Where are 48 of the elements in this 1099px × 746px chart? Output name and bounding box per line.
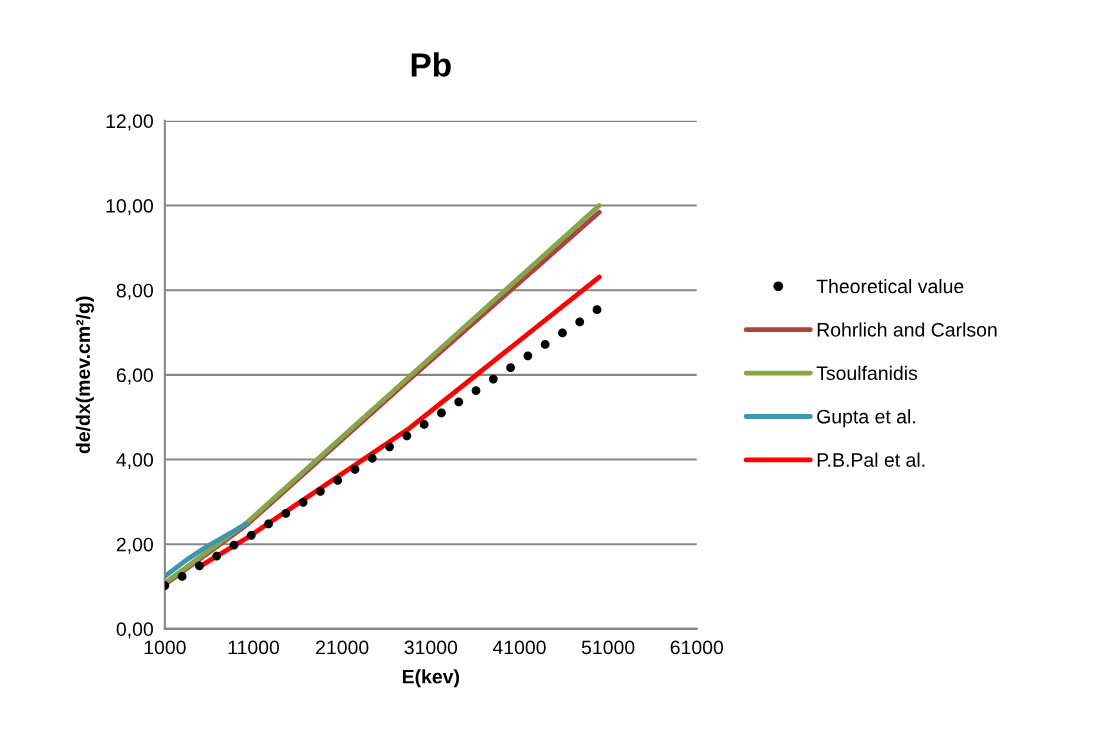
y-tick-label: 12,00	[106, 114, 153, 131]
point	[385, 442, 394, 452]
point	[437, 408, 446, 418]
point	[177, 571, 187, 581]
point	[212, 551, 222, 561]
x-tick-label: 51000	[581, 640, 635, 655]
x-axis-title: E(kev)	[402, 669, 460, 688]
point	[195, 561, 204, 571]
point	[281, 508, 291, 518]
x-tick-label: 1000	[144, 640, 186, 655]
point	[575, 317, 585, 327]
y-tick-label: 10,00	[106, 198, 153, 216]
point	[454, 397, 464, 407]
legend-label: Tsoulfanidis	[816, 365, 918, 381]
x-tick-label: 61000	[670, 640, 724, 655]
point	[540, 339, 550, 349]
legend-label: Theoretical value	[816, 278, 964, 294]
point	[316, 486, 325, 496]
y-tick-label: 8,00	[116, 283, 153, 300]
x-tick-label: 21000	[316, 640, 369, 655]
legend-label: P.B.Pal et al.	[817, 452, 925, 467]
point	[592, 305, 602, 315]
legend-label: Gupta et al.	[817, 409, 915, 428]
point	[506, 363, 515, 373]
point	[298, 497, 308, 507]
point	[558, 328, 567, 338]
point	[419, 420, 429, 429]
point	[523, 351, 533, 361]
point	[350, 464, 360, 474]
legend-label: Rohrlich and Carlson	[817, 322, 997, 337]
x-tick-label: 11000	[228, 640, 280, 655]
y-tick-label: 4,00	[116, 453, 153, 470]
y-tick-label: 6,00	[116, 368, 153, 385]
point	[402, 431, 412, 441]
point	[471, 386, 481, 395]
line-series	[164, 521, 249, 579]
point	[246, 530, 256, 540]
x-tick-label: 31000	[404, 640, 458, 655]
y-tick-label: 2,00	[116, 537, 153, 554]
point	[229, 540, 239, 550]
point	[367, 453, 377, 463]
y-axis-title: de/dx(mev.cm²/g)	[75, 296, 94, 454]
point	[333, 475, 343, 485]
chart-title: Pb	[411, 52, 451, 77]
y-tick-label: 0,00	[116, 622, 153, 639]
point	[488, 374, 498, 384]
x-tick-label: 41000	[492, 640, 546, 655]
point	[264, 519, 273, 529]
